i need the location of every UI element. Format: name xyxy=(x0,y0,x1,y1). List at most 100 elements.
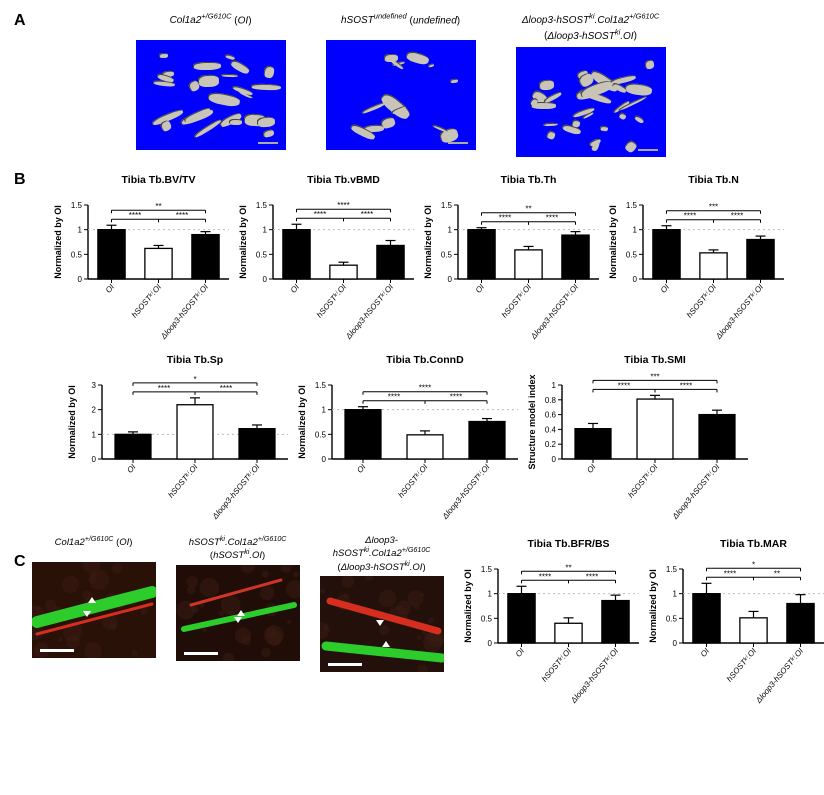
svg-text:1.5: 1.5 xyxy=(625,201,637,210)
svg-text:OI: OI xyxy=(698,646,711,659)
svg-text:hSOSTᵏⁱ.OI: hSOSTᵏⁱ.OI xyxy=(129,282,163,320)
svg-text:0: 0 xyxy=(552,455,557,464)
svg-text:0: 0 xyxy=(77,275,82,284)
svg-text:Normalized by OI: Normalized by OI xyxy=(67,385,77,459)
svg-text:****: **** xyxy=(419,383,431,392)
svg-text:****: **** xyxy=(175,211,187,220)
svg-text:Normalized by OI: Normalized by OI xyxy=(648,569,658,643)
svg-text:Tibia Tb.Sp: Tibia Tb.Sp xyxy=(167,354,223,366)
svg-text:OI: OI xyxy=(658,282,671,295)
svg-text:Δloop3-hSOSTᵏⁱ.OI: Δloop3-hSOSTᵏⁱ.OI xyxy=(158,282,210,341)
micrograph-caption: Col1a2+/G610C (OI) xyxy=(55,535,133,559)
svg-text:1: 1 xyxy=(262,225,267,234)
svg-text:hSOSTᵏⁱ.OI: hSOSTᵏⁱ.OI xyxy=(626,462,660,500)
svg-text:****: **** xyxy=(730,211,742,220)
svg-text:1: 1 xyxy=(77,225,82,234)
svg-text:1.5: 1.5 xyxy=(70,201,82,210)
panel-a: A Col1a2+/G610C (OI)hSOSTundefined (unde… xyxy=(14,12,810,157)
svg-text:Tibia Tb.BV/TV: Tibia Tb.BV/TV xyxy=(121,174,195,186)
svg-text:****: **** xyxy=(158,383,170,392)
svg-text:OI: OI xyxy=(513,646,526,659)
svg-text:***: *** xyxy=(650,372,659,381)
svg-text:OI: OI xyxy=(585,462,598,475)
bar-chart: Tibia Tb.BV/TVNormalized by OI00.511.5OI… xyxy=(50,171,235,341)
svg-text:Δloop3-hSOSTᵏⁱ.OI: Δloop3-hSOSTᵏⁱ.OI xyxy=(753,646,805,705)
svg-text:Tibia Tb.MAR: Tibia Tb.MAR xyxy=(720,538,787,550)
svg-text:Δloop3-hSOSTᵏⁱ.OI: Δloop3-hSOSTᵏⁱ.OI xyxy=(670,462,722,521)
svg-text:0.8: 0.8 xyxy=(545,395,557,404)
ct-image xyxy=(326,40,476,150)
svg-text:0: 0 xyxy=(262,275,267,284)
svg-text:****: **** xyxy=(498,213,510,222)
svg-text:hSOSTᵏⁱ.OI: hSOSTᵏⁱ.OI xyxy=(314,282,348,320)
svg-text:OI: OI xyxy=(355,462,368,475)
svg-text:Normalized by OI: Normalized by OI xyxy=(297,385,307,459)
svg-text:2: 2 xyxy=(92,405,97,414)
bar-chart: Tibia Tb.BFR/BSNormalized by OI00.511.5O… xyxy=(460,535,645,705)
micrograph xyxy=(176,565,300,661)
svg-text:Tibia Tb.N: Tibia Tb.N xyxy=(688,174,739,186)
svg-text:****: **** xyxy=(680,381,692,390)
scale-bar xyxy=(258,142,278,144)
micrograph-sample: Δloop3-hSOSTki.Col1a2+/G610C(Δloop3-hSOS… xyxy=(320,535,444,672)
svg-text:Δloop3-hSOSTᵏⁱ.OI: Δloop3-hSOSTᵏⁱ.OI xyxy=(528,282,580,341)
ct-caption: Col1a2+/G610C (OI) xyxy=(170,12,252,36)
ct-caption: Δloop3-hSOSTki.Col1a2+/G610C(Δloop3-hSOS… xyxy=(522,12,659,43)
svg-text:***: *** xyxy=(708,202,717,211)
svg-text:hSOSTᵏⁱ.OI: hSOSTᵏⁱ.OI xyxy=(499,282,533,320)
svg-text:hSOSTᵏⁱ.OI: hSOSTᵏⁱ.OI xyxy=(539,646,573,684)
svg-text:hSOSTᵏⁱ.OI: hSOSTᵏⁱ.OI xyxy=(724,646,758,684)
ct-sample: Col1a2+/G610C (OI) xyxy=(136,12,286,157)
svg-text:1.5: 1.5 xyxy=(480,565,492,574)
svg-text:**: ** xyxy=(565,563,571,572)
svg-text:****: **** xyxy=(545,213,557,222)
ct-sample: hSOSTundefined (undefined) xyxy=(326,12,476,157)
svg-text:0.5: 0.5 xyxy=(480,614,492,623)
svg-text:0.5: 0.5 xyxy=(625,250,637,259)
bar-chart: Tibia Tb.SMI Structure model index 0 0.2 0.4… xyxy=(524,351,754,521)
svg-text:Δloop3-hSOSTᵏⁱ.OI: Δloop3-hSOSTᵏⁱ.OI xyxy=(713,282,765,341)
scale-bar xyxy=(40,649,74,652)
svg-text:1: 1 xyxy=(672,589,677,598)
svg-text:****: **** xyxy=(128,211,140,220)
svg-text:OI: OI xyxy=(125,462,138,475)
svg-text:1: 1 xyxy=(552,381,557,390)
micrograph xyxy=(32,562,156,658)
svg-text:0: 0 xyxy=(92,455,97,464)
svg-text:1: 1 xyxy=(487,589,492,598)
svg-text:0: 0 xyxy=(447,275,452,284)
svg-text:1.5: 1.5 xyxy=(255,201,267,210)
svg-text:Tibia Tb.SMI: Tibia Tb.SMI xyxy=(624,354,686,366)
scale-bar xyxy=(638,149,658,151)
svg-text:Tibia Tb.ConnD: Tibia Tb.ConnD xyxy=(386,354,464,366)
svg-text:****: **** xyxy=(723,569,735,578)
bar-chart: Tibia Tb.ConnDNormalized by OI00.511.5OI… xyxy=(294,351,524,521)
svg-text:1: 1 xyxy=(92,430,97,439)
svg-text:****: **** xyxy=(683,211,695,220)
svg-text:1: 1 xyxy=(322,405,327,414)
ct-image xyxy=(136,40,286,150)
svg-text:****: **** xyxy=(618,381,630,390)
svg-text:1: 1 xyxy=(632,225,637,234)
svg-text:****: **** xyxy=(220,383,232,392)
micrograph-sample: hSOSTki.Col1a2+/G610C(hSOSTki.OI) xyxy=(176,535,300,672)
svg-text:Structure model index: Structure model index xyxy=(527,374,537,469)
svg-text:0.4: 0.4 xyxy=(545,425,557,434)
panel-c: C Col1a2+/G610C (OI)hSOSTki.Col1a2+/G610… xyxy=(14,535,810,705)
svg-text:0.2: 0.2 xyxy=(545,440,557,449)
svg-text:****: **** xyxy=(313,210,325,219)
svg-text:**: ** xyxy=(525,204,531,213)
panel-b-row1: Tibia Tb.BV/TVNormalized by OI00.511.5OI… xyxy=(50,171,790,341)
micrograph-sample: Col1a2+/G610C (OI) xyxy=(32,535,156,672)
svg-text:0: 0 xyxy=(672,639,677,648)
svg-text:**: ** xyxy=(155,202,161,211)
scale-bar xyxy=(328,663,362,666)
svg-text:1.5: 1.5 xyxy=(665,565,677,574)
svg-text:Tibia Tb.vBMD: Tibia Tb.vBMD xyxy=(307,174,380,186)
ct-image xyxy=(516,47,666,157)
panel-c-micrographs: Col1a2+/G610C (OI) hSOSTki.Col1a2+/G610C(… xyxy=(32,535,444,672)
svg-text:0.5: 0.5 xyxy=(440,250,452,259)
panel-c-charts: Tibia Tb.BFR/BSNormalized by OI00.511.5O… xyxy=(460,535,824,705)
svg-text:0: 0 xyxy=(322,455,327,464)
svg-text:****: **** xyxy=(450,392,462,401)
